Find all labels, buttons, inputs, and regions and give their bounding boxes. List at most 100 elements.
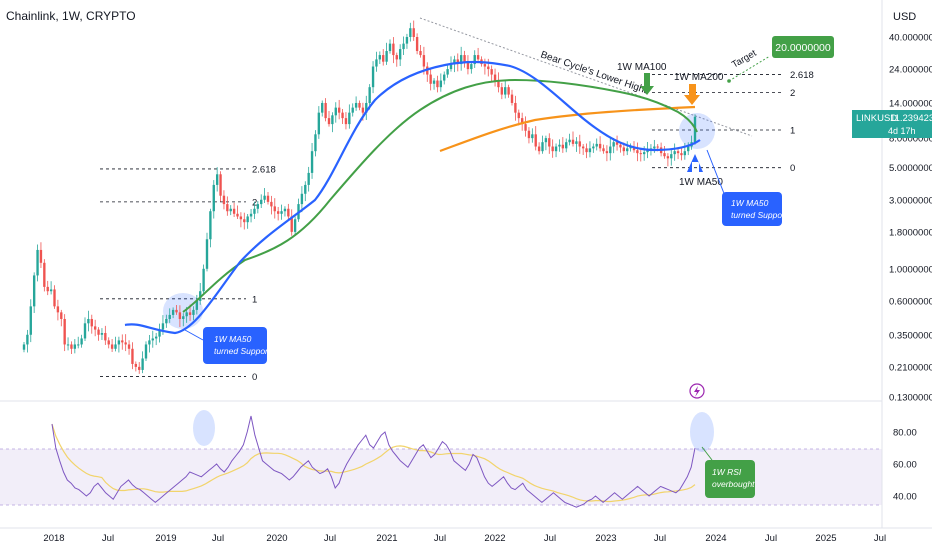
candle-body xyxy=(554,146,558,152)
lightning-icon xyxy=(694,386,700,397)
symbol-title: Chainlink, 1W, CRYPTO xyxy=(6,9,136,23)
candle-body xyxy=(351,107,354,113)
ma100-line xyxy=(182,78,698,313)
bear-cycle-trendline xyxy=(419,17,753,137)
target-line xyxy=(728,55,771,82)
candle-body xyxy=(544,138,548,143)
candle-body xyxy=(534,134,537,147)
candle-body xyxy=(487,66,490,70)
candle-body xyxy=(680,153,683,156)
candle-body xyxy=(592,146,595,149)
candle-body xyxy=(283,208,287,212)
time-label: 2018 xyxy=(43,533,64,544)
ma200-arrow-icon xyxy=(684,84,700,105)
ma50-label: 1W MA50 xyxy=(679,177,723,188)
candle-body xyxy=(432,80,436,84)
candle-body xyxy=(670,154,673,159)
fib-right-label: 2 xyxy=(790,88,795,99)
candle-body xyxy=(124,342,127,345)
candle-body xyxy=(53,289,56,307)
callout-right-pointer xyxy=(706,149,726,197)
candle-body xyxy=(209,211,212,240)
candle-body xyxy=(612,142,615,147)
candle-body xyxy=(219,174,222,196)
candle-body xyxy=(39,249,43,263)
time-label: Jul xyxy=(212,533,224,544)
ma200-label: 1W MA200 xyxy=(674,72,724,83)
price-tick-label: 24.0000000 xyxy=(889,65,932,76)
candle-body xyxy=(378,55,382,60)
candle-body xyxy=(510,94,514,103)
candle-body xyxy=(280,211,283,214)
candle-body xyxy=(56,306,60,313)
candle-body xyxy=(365,102,368,113)
time-axis[interactable]: 2018 Jul 2019 Jul 2020 Jul 2021 Jul 2022 Jul 2023 J… xyxy=(43,533,886,544)
candle-body xyxy=(531,134,534,139)
candle-body xyxy=(558,144,561,147)
ma50-line xyxy=(124,60,701,335)
candle-body xyxy=(151,338,154,341)
callout-right-text: 1W MA50 turned Support xyxy=(731,198,788,220)
candle-body xyxy=(439,80,443,88)
candle-body xyxy=(497,80,500,88)
candle-body xyxy=(73,344,77,349)
candle-body xyxy=(687,146,690,152)
candle-body xyxy=(595,143,598,147)
rsi-highlight-2019 xyxy=(193,410,215,446)
candle-body xyxy=(514,102,517,113)
price-tick-label: 3.0000000 xyxy=(889,195,932,206)
candle-body xyxy=(158,329,161,337)
candle-body xyxy=(229,208,232,212)
ma100-arrow-icon xyxy=(640,73,654,95)
candle-body xyxy=(337,107,341,113)
candle-body xyxy=(459,55,463,65)
candle-body xyxy=(639,153,642,155)
candle-body xyxy=(463,55,466,62)
price-axis[interactable]: 40.0000000 24.0000000 14.0000000 8.0000000 5… xyxy=(889,33,932,404)
candle-body xyxy=(626,148,629,152)
candle-body xyxy=(175,309,178,313)
candle-body xyxy=(646,150,649,153)
candle-body xyxy=(80,338,83,345)
candle-body xyxy=(260,199,263,205)
candle-body xyxy=(666,156,670,159)
candle-body xyxy=(90,318,93,327)
candle-body xyxy=(185,312,188,317)
candle-body xyxy=(436,80,439,88)
candle-body xyxy=(385,51,388,62)
candle-body xyxy=(575,141,578,144)
candle-body xyxy=(77,344,80,346)
candle-body xyxy=(334,107,337,116)
candle-body xyxy=(117,340,121,345)
time-label: Jul xyxy=(765,533,777,544)
last-price-tag[interactable] xyxy=(852,110,932,138)
price-tick-label: 1.0000000 xyxy=(889,264,932,275)
candle-body xyxy=(121,340,124,343)
fib-left-label: 0 xyxy=(252,372,257,383)
candle-body xyxy=(405,37,409,44)
candle-body xyxy=(483,64,487,67)
candle-body xyxy=(239,216,243,220)
target-value: 20.0000000 xyxy=(775,42,831,54)
time-label: Jul xyxy=(434,533,446,544)
candle-body xyxy=(212,184,215,212)
candle-body xyxy=(443,74,446,81)
ma100-label: 1W MA100 xyxy=(617,62,667,73)
candle-body xyxy=(341,112,344,119)
candle-body xyxy=(456,59,459,65)
candle-body xyxy=(619,144,622,148)
candle-body xyxy=(676,151,680,154)
candle-body xyxy=(524,124,527,131)
currency-label[interactable]: USD xyxy=(893,11,916,23)
candle-body xyxy=(348,112,351,125)
candle-body xyxy=(419,51,422,56)
rsi-callout-pointer xyxy=(701,446,713,461)
time-label: Jul xyxy=(874,533,886,544)
candle-body xyxy=(598,143,602,149)
price-tick-label: 0.3500000 xyxy=(889,330,932,341)
price-tick-label: 0.2100000 xyxy=(889,362,932,373)
candle-body xyxy=(466,61,470,70)
candle-body xyxy=(243,219,246,223)
target-dot xyxy=(727,79,731,83)
